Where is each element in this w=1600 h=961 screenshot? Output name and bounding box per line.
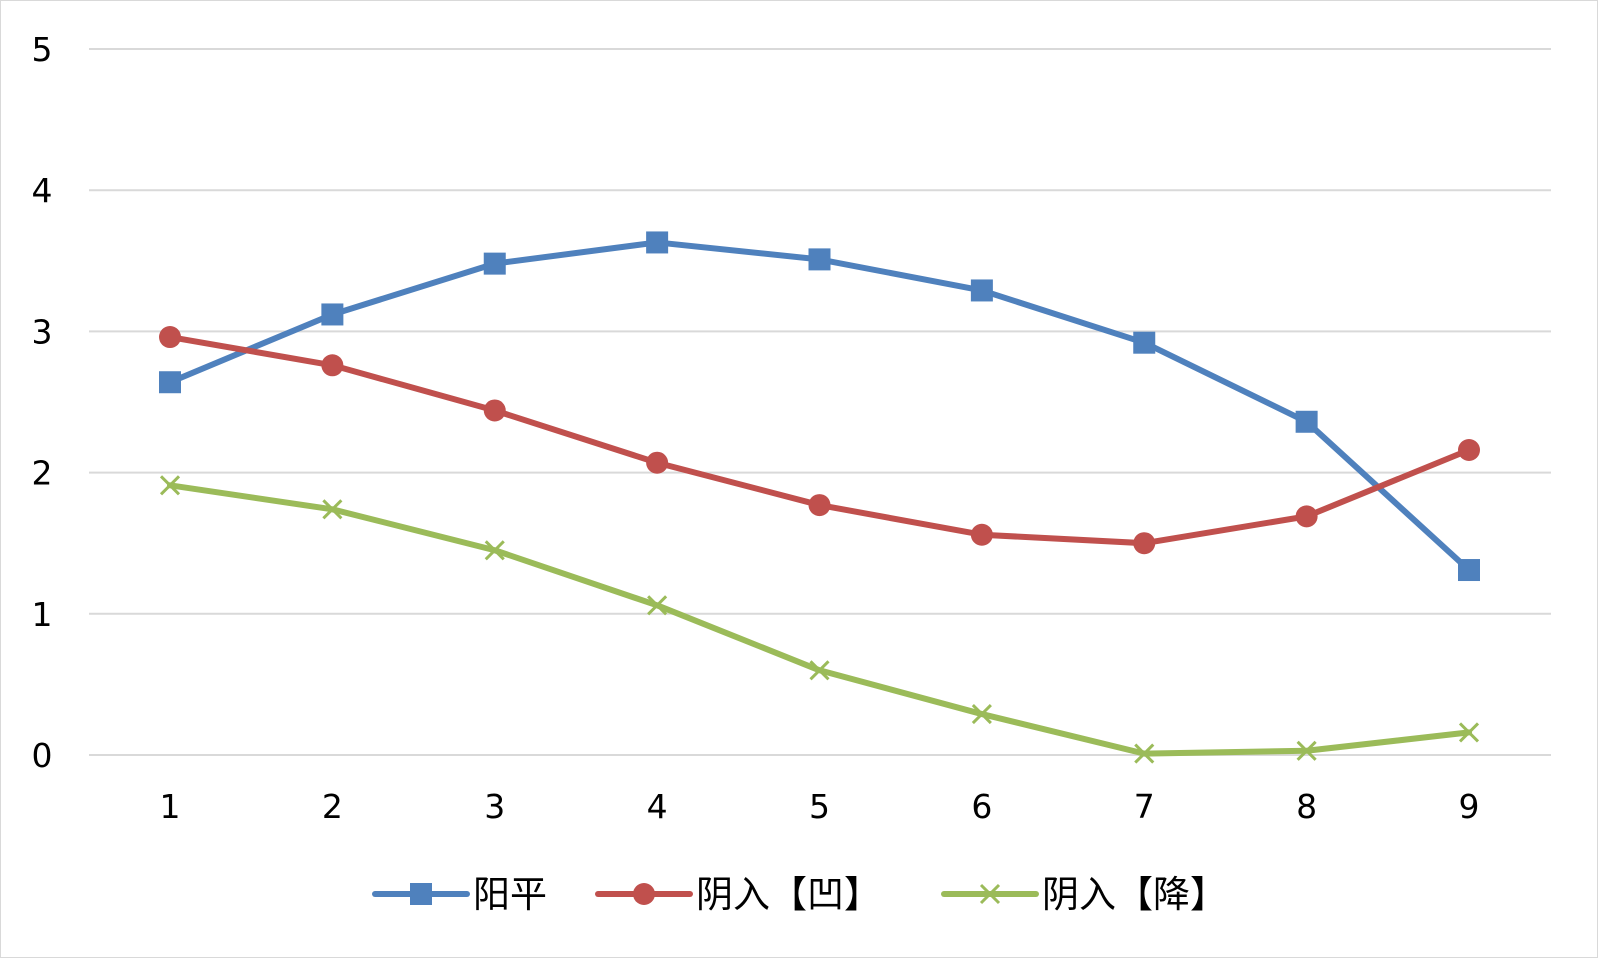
series-3-point-9: [1458, 722, 1480, 743]
legend-label-2: 阴入【凹】: [696, 873, 881, 916]
series-3-point-4-stroke-b: [647, 595, 668, 616]
series-1-point-7: [1133, 331, 1156, 354]
series-2-point-6: [970, 523, 993, 546]
series-3-point-9-stroke-b: [1458, 722, 1480, 743]
legend-swatch-marker-2: [633, 883, 655, 905]
series-1-point-4: [646, 231, 669, 254]
x-tick-label-3: 3: [484, 787, 505, 826]
series-3-point-3-stroke-b: [484, 540, 505, 561]
series-2-point-7: [1133, 532, 1156, 555]
series-3-point-2: [322, 499, 343, 520]
legend-entry-2: 阴入【凹】: [595, 873, 881, 916]
series-2-point-9: [1458, 439, 1480, 462]
series-3-line: [167, 482, 1472, 757]
series-3-point-6-stroke-b: [971, 703, 992, 725]
series-2-point-4: [646, 451, 669, 474]
x-tick-label-4: 4: [647, 787, 668, 826]
series-3-point-6: [971, 703, 992, 725]
series-1-point-8: [1295, 410, 1318, 433]
legend-entry-3: 阴入【降】: [941, 873, 1227, 916]
series-2: [159, 326, 1480, 555]
x-tick-label-5: 5: [809, 787, 830, 826]
series-3-point-3: [484, 540, 505, 561]
y-axis-tick-labels: 0 1 2 3 4 5: [32, 30, 53, 775]
legend-label-1: 阳平: [473, 873, 547, 916]
series-1-point-6: [970, 279, 993, 302]
legend-swatch-marker-3: [979, 883, 1001, 905]
y-tick-label-1: 1: [32, 595, 53, 634]
y-tick-label-5: 5: [32, 30, 53, 69]
legend-label-3: 阴入【降】: [1042, 873, 1227, 916]
series-3-point-5-stroke-b: [809, 660, 830, 681]
legend: 阳平 阴入【凹】 阴入【降】: [372, 873, 1227, 916]
series-3-point-7-stroke-b: [1134, 743, 1155, 764]
y-tick-label-4: 4: [32, 171, 53, 210]
series-2-point-1: [159, 326, 181, 349]
series-3-point-4: [647, 595, 668, 616]
x-tick-label-2: 2: [322, 787, 343, 826]
x-tick-label-8: 8: [1296, 787, 1317, 826]
series-1-point-5: [808, 248, 831, 271]
x-tick-label-6: 6: [971, 787, 992, 826]
series-3: [159, 475, 1480, 764]
series-1-point-9: [1458, 559, 1480, 582]
x-tick-label-1: 1: [160, 787, 181, 826]
series-1-point-2: [321, 303, 344, 326]
series-3-point-1-stroke-b: [159, 475, 181, 496]
series-2-point-8: [1295, 505, 1318, 528]
x-axis-tick-labels: 1 2 3 4 5 6 7 8 9: [160, 787, 1480, 826]
series-3-point-8-stroke-b: [1296, 740, 1317, 761]
series-1-point-3: [483, 252, 506, 275]
series-lines: [159, 231, 1480, 764]
series-3-point-7: [1134, 743, 1155, 764]
legend-swatch-marker-3-stroke-b: [979, 883, 1001, 905]
y-tick-label-0: 0: [32, 736, 53, 775]
series-3-point-8: [1296, 740, 1317, 761]
y-tick-label-3: 3: [32, 312, 53, 351]
series-2-point-3: [483, 399, 506, 422]
series-3-point-2-stroke-b: [322, 499, 343, 520]
series-3-point-1: [159, 475, 181, 496]
legend-entry-1: 阳平: [372, 873, 547, 916]
legend-swatch-marker-1: [410, 883, 432, 905]
x-tick-label-9: 9: [1459, 787, 1480, 826]
x-tick-label-7: 7: [1134, 787, 1155, 826]
series-1: [159, 231, 1480, 582]
series-1-point-1: [159, 371, 181, 394]
series-2-point-5: [808, 494, 831, 517]
gridlines: [89, 48, 1551, 756]
series-2-point-2: [321, 354, 344, 377]
y-tick-label-2: 2: [32, 454, 53, 493]
series-3-point-5: [809, 660, 830, 681]
